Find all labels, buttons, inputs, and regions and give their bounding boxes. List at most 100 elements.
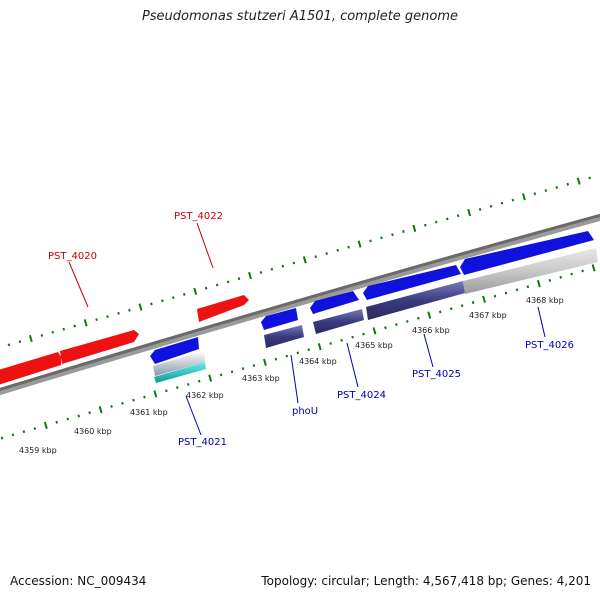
- major-tick: [372, 327, 377, 335]
- minor-tick: [292, 261, 296, 265]
- gene-arrow[interactable]: [264, 325, 304, 348]
- page-title: Pseudomonas stutzeri A1501, complete gen…: [141, 9, 459, 24]
- gene-label-phou: phoU: [292, 406, 318, 417]
- minor-tick: [73, 324, 76, 328]
- minor-tick: [362, 332, 365, 336]
- minor-tick: [274, 357, 278, 361]
- minor-tick: [588, 176, 591, 180]
- scale-label: 4366 kbp: [412, 326, 450, 335]
- gene-arrow[interactable]: [153, 351, 205, 376]
- gene-arrow[interactable]: [261, 308, 298, 330]
- genome-summary-text: Topology: circular; Length: 4,567,418 bp…: [261, 574, 591, 588]
- minor-tick: [307, 348, 311, 352]
- scale-label: 4360 kbp: [74, 427, 112, 436]
- minor-tick: [172, 296, 175, 300]
- gene-arrow[interactable]: [0, 352, 61, 386]
- minor-tick: [33, 427, 37, 430]
- minor-tick: [544, 189, 548, 192]
- minor-tick: [176, 386, 179, 389]
- gene-label-pst-4025: PST_4025: [412, 369, 461, 380]
- reverse-genes: [150, 231, 598, 383]
- forward-genes: [0, 295, 249, 386]
- minor-tick: [460, 304, 464, 308]
- minor-tick: [11, 433, 15, 437]
- minor-tick: [533, 192, 537, 196]
- gene-arrow[interactable]: [60, 330, 139, 364]
- minor-tick: [128, 308, 131, 312]
- minor-tick: [143, 395, 146, 399]
- minor-tick: [566, 182, 570, 186]
- major-tick: [193, 287, 198, 295]
- minor-tick: [281, 264, 285, 268]
- minor-tick: [62, 327, 66, 331]
- minor-tick: [106, 315, 109, 318]
- minor-tick: [241, 367, 245, 371]
- minor-tick: [226, 280, 230, 284]
- minor-tick: [95, 318, 98, 322]
- minor-tick: [445, 217, 449, 221]
- gene-arrow[interactable]: [310, 291, 359, 314]
- major-tick: [263, 358, 267, 366]
- minor-tick: [197, 379, 201, 383]
- gene-label-pst-4026: PST_4026: [525, 340, 574, 351]
- gene-labels: PST_4020 PST_4022 PST_4021 phoU PST_4024…: [48, 211, 574, 448]
- scale-label: 4367 kbp: [469, 311, 507, 320]
- minor-tick: [493, 294, 497, 298]
- minor-tick: [110, 405, 113, 408]
- minor-tick: [150, 302, 153, 306]
- minor-tick: [204, 286, 208, 290]
- gene-arrow[interactable]: [460, 231, 594, 275]
- minor-tick: [340, 338, 343, 342]
- scale-labels: 4359 kbp 4360 kbp 4361 kbp 4362 kbp 4363…: [19, 296, 564, 455]
- minor-tick: [51, 330, 55, 334]
- minor-tick: [161, 299, 164, 303]
- minor-tick: [526, 285, 530, 289]
- minor-tick: [40, 334, 44, 337]
- minor-tick: [121, 401, 124, 405]
- major-tick: [138, 303, 143, 311]
- minor-tick: [259, 271, 263, 274]
- major-tick: [98, 406, 103, 414]
- minor-tick: [325, 252, 328, 255]
- minor-tick: [347, 245, 350, 249]
- minor-tick: [559, 275, 563, 279]
- minor-tick: [417, 316, 420, 320]
- minor-tick: [434, 220, 438, 224]
- major-tick: [317, 343, 322, 351]
- label-leaders: [68, 222, 546, 436]
- minor-tick: [424, 223, 427, 227]
- minor-tick: [402, 230, 405, 233]
- major-tick: [83, 319, 88, 327]
- minor-tick: [395, 323, 398, 326]
- gene-arrow[interactable]: [154, 362, 206, 383]
- genome-backbone: [0, 213, 600, 396]
- major-tick: [153, 390, 158, 398]
- minor-tick: [77, 414, 80, 418]
- minor-tick: [252, 364, 256, 367]
- minor-tick: [55, 420, 59, 424]
- major-tick: [482, 295, 486, 303]
- minor-tick: [489, 204, 493, 208]
- major-tick: [357, 240, 362, 248]
- gene-arrow[interactable]: [197, 295, 249, 322]
- minor-tick: [581, 269, 584, 273]
- minor-tick: [230, 370, 234, 374]
- gene-arrow[interactable]: [363, 265, 461, 300]
- minor-tick: [182, 293, 186, 296]
- gene-arrow[interactable]: [313, 309, 364, 334]
- minor-tick: [22, 430, 26, 434]
- minor-tick: [456, 214, 460, 218]
- major-tick: [521, 193, 526, 201]
- minor-tick: [329, 342, 332, 345]
- gene-arrow[interactable]: [150, 337, 199, 364]
- minor-tick: [438, 310, 442, 314]
- minor-tick: [548, 279, 552, 282]
- scale-label: 4361 kbp: [130, 408, 168, 417]
- gene-label-pst-4022: PST_4022: [174, 211, 223, 222]
- minor-tick: [555, 186, 559, 189]
- scale-label: 4364 kbp: [299, 357, 337, 366]
- gene-arrow[interactable]: [366, 281, 465, 320]
- minor-tick: [504, 291, 508, 295]
- gene-arrow[interactable]: [463, 248, 598, 294]
- minor-tick: [237, 277, 241, 281]
